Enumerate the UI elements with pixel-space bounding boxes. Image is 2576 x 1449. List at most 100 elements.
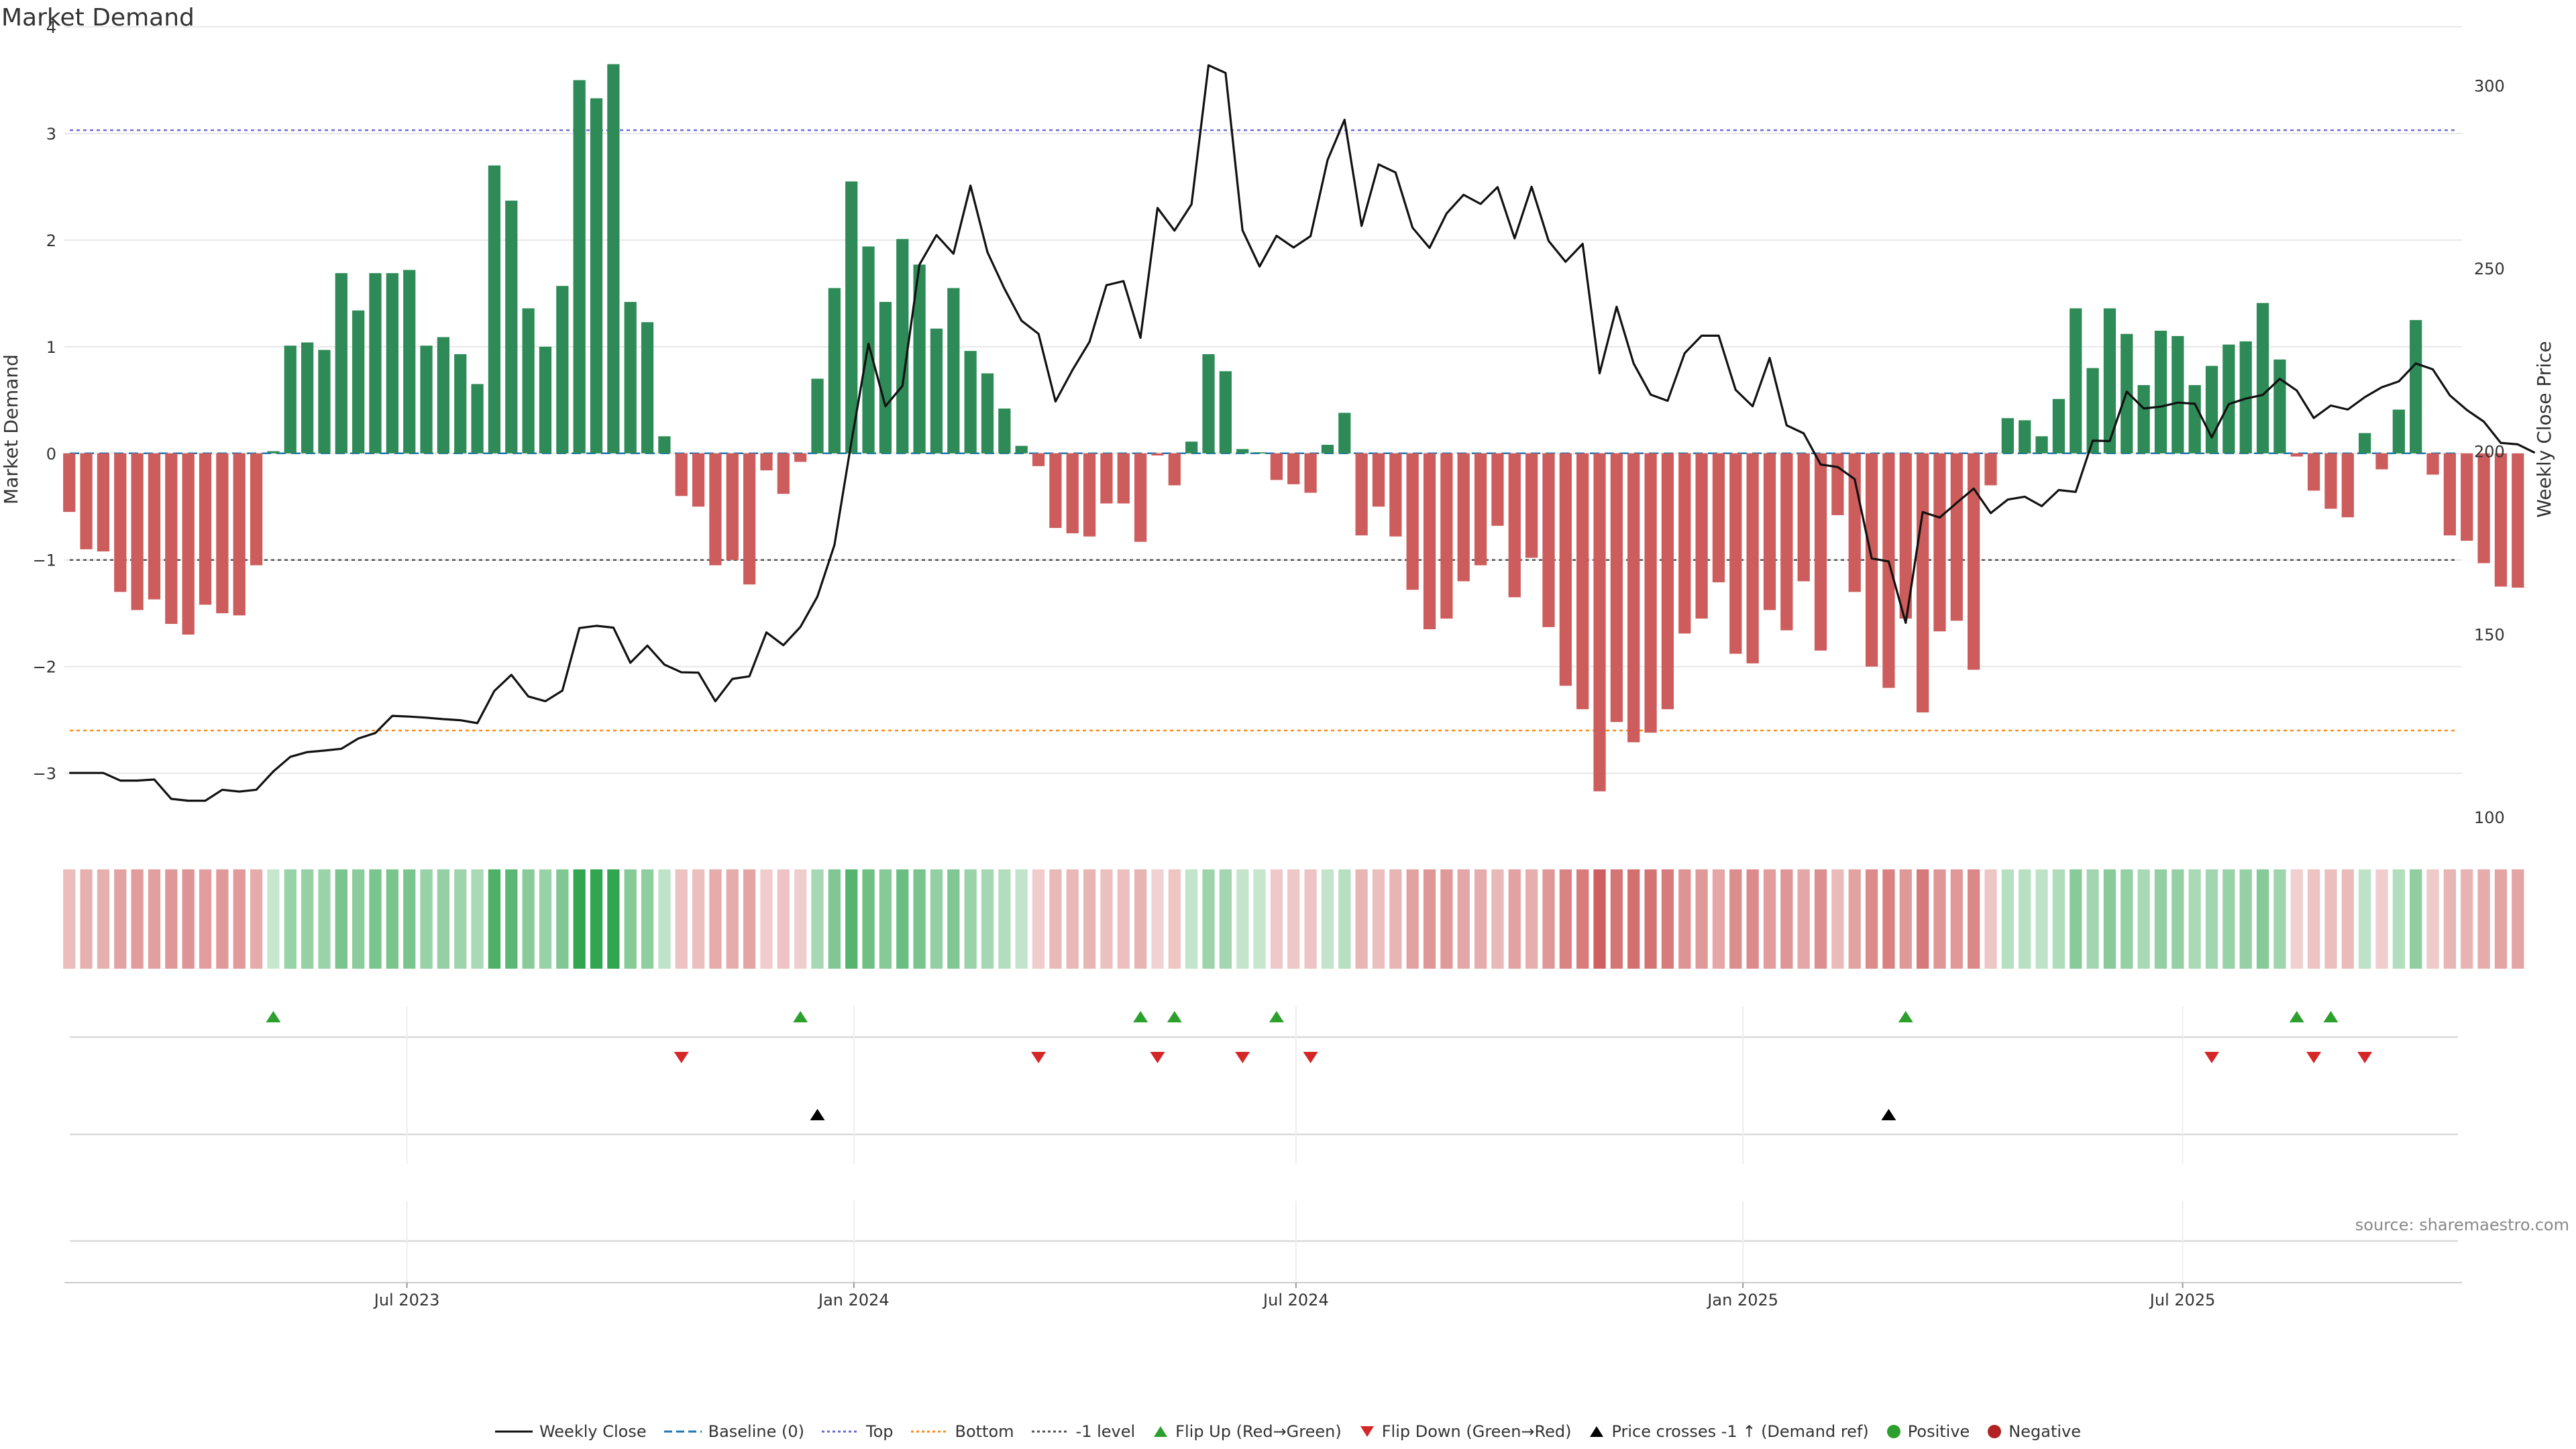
- demand-bar: [2070, 308, 2082, 453]
- demand-bar: [624, 302, 637, 453]
- demand-bar: [2359, 433, 2371, 453]
- demand-bar: [1968, 453, 1980, 670]
- heatmap-cell: [1236, 869, 1249, 969]
- demand-bar: [1508, 453, 1521, 598]
- flip-down-marker: [2204, 1052, 2220, 1063]
- x-tick-label: Jul 2025: [2149, 1291, 2216, 1309]
- heatmap-cell: [2001, 869, 2014, 969]
- flip-up-marker: [793, 1011, 808, 1022]
- heatmap-cell: [2443, 869, 2457, 969]
- demand-bar: [1083, 453, 1096, 537]
- legend-label: Top: [866, 1422, 894, 1441]
- y-tick-label: −3: [33, 765, 56, 784]
- flip-up-marker: [1167, 1011, 1182, 1022]
- heatmap-cell: [964, 869, 977, 969]
- y-axis-label: Market Demand: [0, 354, 22, 504]
- heatmap-cell: [1644, 869, 1657, 969]
- flip-up-marker: [1269, 1011, 1284, 1022]
- heatmap-cell: [607, 869, 620, 969]
- demand-bar: [301, 342, 314, 453]
- heatmap-cell: [1542, 869, 1555, 969]
- heatmap-cell: [1746, 869, 1759, 969]
- minus_one-legend-symbol: [1031, 1425, 1069, 1438]
- y-tick-label: −1: [33, 551, 56, 570]
- demand-bar: [454, 354, 467, 453]
- demand-bar: [1984, 453, 1997, 486]
- heatmap-cell: [2188, 869, 2201, 969]
- heatmap-cell: [267, 869, 280, 969]
- legend-item-price_cross: Price crosses -1 ↑ (Demand ref): [1589, 1422, 1869, 1441]
- legend-item-bottom: Bottom: [910, 1422, 1014, 1441]
- axes: 4 3 2 1 0 −1 −2 −3 300 250 200 150 100 Market Demand W…: [0, 18, 2555, 827]
- heatmap-cell: [2205, 869, 2218, 969]
- y2-tick-label: 200: [2474, 443, 2505, 462]
- demand-bar: [1151, 453, 1164, 455]
- heatmap-cell: [896, 869, 909, 969]
- demand-bar: [658, 436, 671, 453]
- demand-bar: [998, 409, 1011, 453]
- demand-bar: [80, 453, 93, 549]
- heatmap-cell: [2103, 869, 2116, 969]
- legend: Weekly Close Baseline (0) Top Bottom -1 leve…: [0, 1422, 2576, 1441]
- heatmap-cell: [2477, 869, 2490, 969]
- demand-bar: [777, 453, 790, 494]
- demand-bar: [1406, 453, 1419, 590]
- demand-bar: [1185, 441, 1198, 453]
- x-tick-label: Jul 2023: [373, 1291, 440, 1309]
- x-axis: Jul 2023 Jan 2024 Jul 2024 Jan 2025 Jul 2025: [64, 1282, 2462, 1309]
- heatmap-cell: [1491, 869, 1504, 969]
- heatmap-cell: [1151, 869, 1164, 969]
- heatmap-cell: [1066, 869, 1079, 969]
- heatmap-cell: [2375, 869, 2388, 969]
- demand-bar: [2001, 418, 2014, 453]
- heatmap-cell: [1576, 869, 1589, 969]
- flip-up-marker: [1133, 1011, 1148, 1022]
- demand-bar: [1882, 453, 1895, 688]
- demand-bar: [1423, 453, 1436, 630]
- legend-item-negative: Negative: [1987, 1422, 2081, 1441]
- heatmap-cell: [811, 869, 824, 969]
- heatmap-cell: [131, 869, 144, 969]
- flip-up-marker: [266, 1011, 281, 1022]
- heatmap-cell: [743, 869, 756, 969]
- heatmap-cell: [114, 869, 127, 969]
- flip-down-marker: [1235, 1052, 1250, 1063]
- demand-bar: [1338, 413, 1351, 453]
- heatmap-cell: [2392, 869, 2405, 969]
- heatmap-cell: [1423, 869, 1436, 969]
- demand-bar: [1457, 453, 1470, 582]
- demand-bar: [420, 345, 433, 453]
- heatmap-cell: [2341, 869, 2354, 969]
- y-tick-label: 1: [46, 338, 56, 357]
- demand-bar: [692, 453, 705, 507]
- price_cross-legend-symbol: [1589, 1425, 1605, 1438]
- heatmap-cell: [2256, 869, 2269, 969]
- heatmap-cell: [1168, 869, 1181, 969]
- heatmap-cell: [454, 869, 467, 969]
- demand-bar: [794, 453, 807, 462]
- y2-tick-label: 250: [2474, 260, 2505, 278]
- heatmap-cell: [1729, 869, 1742, 969]
- heatmap-cell: [2222, 869, 2235, 969]
- demand-bar: [199, 453, 212, 605]
- demand-bar: [2410, 320, 2422, 453]
- demand-bar: [1865, 453, 1878, 667]
- heatmap-cell: [675, 869, 688, 969]
- demand-bar: [1066, 453, 1079, 533]
- heatmap-cell: [2154, 869, 2167, 969]
- legend-label: Negative: [2008, 1422, 2082, 1441]
- demand-bar: [267, 451, 280, 453]
- heatmap-cell: [1984, 869, 1997, 969]
- demand-bar: [2035, 436, 2048, 453]
- heatmap-cell: [539, 869, 552, 969]
- demand-bar: [1712, 453, 1725, 583]
- flip-up-marker: [1898, 1011, 1913, 1022]
- demand-bar: [233, 453, 246, 616]
- demand-bar: [1695, 453, 1708, 619]
- demand-bar: [2154, 330, 2167, 453]
- demand-bar: [2290, 453, 2303, 457]
- heatmap-cell: [1968, 869, 1980, 969]
- legend-label: -1 level: [1075, 1422, 1136, 1441]
- demand-bar: [913, 264, 926, 453]
- weekly_close-legend-symbol: [494, 1425, 533, 1438]
